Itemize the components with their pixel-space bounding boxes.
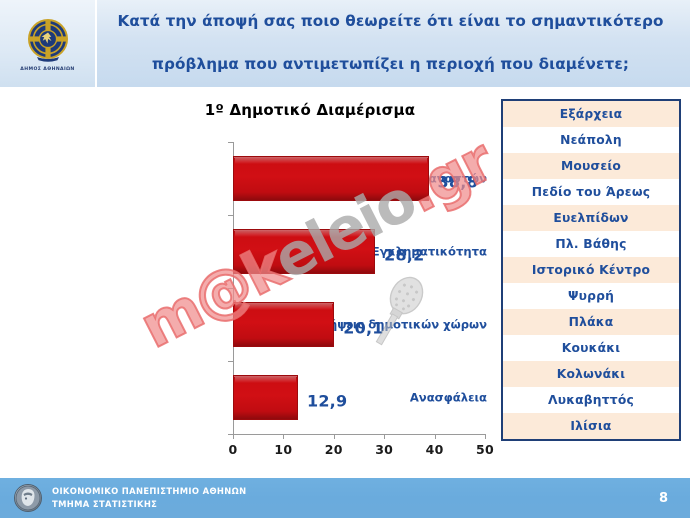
- bar-value-label: 38,8: [437, 172, 478, 191]
- district-list-item[interactable]: Κουκάκι: [503, 335, 679, 361]
- bar-value-label: 12,9: [307, 391, 348, 410]
- footer-institution-line2: ΤΜΗΜΑ ΣΤΑΤΙΣΤΙΚΗΣ: [52, 499, 158, 509]
- page-title: Κατά την άποψή σας ποιο θεωρείτε ότι είν…: [97, 0, 690, 87]
- bar: [233, 156, 429, 201]
- district-list-item[interactable]: Ευελπίδων: [503, 205, 679, 231]
- y-axis-tick: [228, 215, 233, 216]
- district-list-item[interactable]: Πλάκα: [503, 309, 679, 335]
- category-label: Ανασφάλεια: [409, 390, 487, 405]
- district-list-item[interactable]: Ιστορικό Κέντρο: [503, 257, 679, 283]
- category-label: Εγκληματικότητα: [371, 244, 487, 259]
- bar: [233, 229, 376, 274]
- x-axis-tick: [333, 434, 335, 439]
- x-axis-tick-label: 50: [476, 442, 494, 457]
- page-number: 8: [658, 490, 668, 506]
- bar: [233, 375, 299, 420]
- x-axis-tick-label: 30: [375, 442, 394, 457]
- bar: [233, 302, 335, 347]
- bar-value-label: 28,2: [384, 245, 425, 264]
- x-axis-tick-label: 20: [324, 442, 343, 457]
- slide-header: ΔΗΜΟΣ ΑΘΗΝΑΙΩΝ Κατά την άποψή σας ποιο θ…: [0, 0, 690, 87]
- district-list-item[interactable]: Κολωνάκι: [503, 361, 679, 387]
- y-axis-tick: [228, 142, 233, 143]
- x-axis-tick: [233, 434, 234, 439]
- x-axis-tick: [283, 434, 285, 439]
- x-axis-tick-label: 0: [228, 442, 238, 457]
- x-axis-tick: [485, 434, 486, 439]
- y-axis-line: [233, 142, 234, 434]
- y-axis-tick: [228, 361, 233, 362]
- district-list-item[interactable]: Ιλίσια: [503, 413, 679, 439]
- district-list-item[interactable]: Μουσείο: [503, 153, 679, 179]
- district-list-item[interactable]: Πεδίο του Άρεως: [503, 179, 679, 205]
- bar-value-label: 20,1: [343, 318, 384, 337]
- footer-institution-line1: ΟΙΚΟΝΟΜΙΚΟ ΠΑΝΕΠΙΣΤΗΜΙΟ ΑΘΗΝΩΝ: [52, 485, 247, 496]
- footer-institution: ΟΙΚΟΝΟΜΙΚΟ ΠΑΝΕΠΙΣΤΗΜΙΟ ΑΘΗΝΩΝ ΤΜΗΜΑ ΣΤΑ…: [52, 485, 246, 511]
- page-title-line2: πρόβλημα που αντιμετωπίζει η περιοχή που…: [151, 55, 630, 74]
- athens-municipality-crest-icon: [23, 16, 73, 66]
- municipality-logo: ΔΗΜΟΣ ΑΘΗΝΑΙΩΝ: [0, 0, 97, 87]
- slide-footer: ΟΙΚΟΝΟΜΙΚΟ ΠΑΝΕΠΙΣΤΗΜΙΟ ΑΘΗΝΩΝ ΤΜΗΜΑ ΣΤΑ…: [0, 478, 690, 518]
- x-axis-line: [233, 434, 485, 435]
- district-list-panel: Εξάρχεια Νεάπολη Μουσείο Πεδίο του Άρεως Ευε…: [501, 99, 681, 441]
- district-list-item[interactable]: Ψυρρή: [503, 283, 679, 309]
- x-axis-tick: [384, 434, 386, 439]
- district-list-item[interactable]: Λυκαβηττός: [503, 387, 679, 413]
- district-list-item[interactable]: Νεάπολη: [503, 127, 679, 153]
- footer-separator: [0, 470, 690, 474]
- y-axis-tick: [228, 434, 233, 435]
- x-axis-tick-label: 40: [425, 442, 444, 457]
- municipality-logo-caption: ΔΗΜΟΣ ΑΘΗΝΑΙΩΝ: [20, 66, 75, 72]
- x-axis-tick: [434, 434, 436, 439]
- district-list-item[interactable]: Εξάρχεια: [503, 101, 679, 127]
- aueb-athena-logo-icon: [14, 484, 42, 512]
- district-list-item[interactable]: Πλ. Βάθης: [503, 231, 679, 257]
- x-axis-tick-label: 10: [274, 442, 293, 457]
- chart-title: 1º Δημοτικό Διαμέρισμα: [204, 101, 416, 119]
- page-title-line1: Κατά την άποψή σας ποιο θεωρείτε ότι είν…: [117, 12, 664, 31]
- y-axis-tick: [228, 288, 233, 289]
